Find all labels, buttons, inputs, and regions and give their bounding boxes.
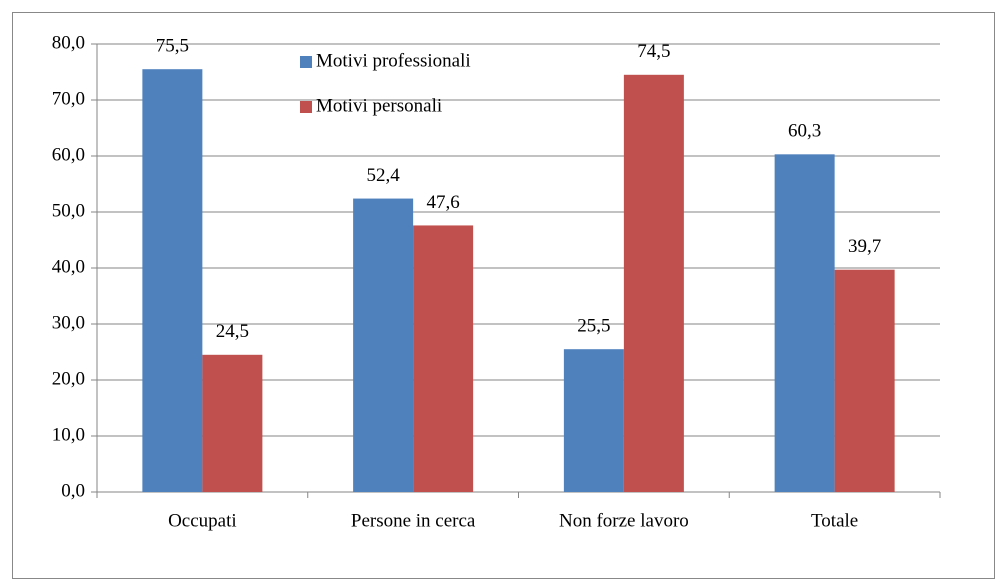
bar bbox=[834, 269, 895, 492]
bar bbox=[623, 74, 684, 493]
bar bbox=[563, 349, 624, 492]
y-tick-label: 70,0 bbox=[52, 88, 85, 109]
x-tick-label: Persone in cerca bbox=[351, 510, 476, 531]
y-tick-label: 10,0 bbox=[52, 424, 85, 445]
bar bbox=[774, 154, 835, 492]
x-tick-label: Occupati bbox=[168, 510, 237, 531]
legend-swatch bbox=[300, 101, 312, 113]
y-tick-label: 50,0 bbox=[52, 200, 85, 221]
legend-swatch bbox=[300, 56, 312, 68]
value-label: 47,6 bbox=[427, 192, 460, 213]
bar bbox=[353, 198, 414, 492]
y-tick-label: 30,0 bbox=[52, 312, 85, 333]
chart-frame bbox=[12, 12, 995, 579]
bar bbox=[142, 69, 203, 492]
x-tick-label: Totale bbox=[811, 510, 858, 531]
bar bbox=[413, 225, 474, 492]
value-label: 39,7 bbox=[848, 236, 881, 257]
legend-label: Motivi professionali bbox=[316, 50, 471, 71]
y-tick-label: 80,0 bbox=[52, 32, 85, 53]
bar bbox=[202, 354, 263, 492]
value-label: 74,5 bbox=[637, 41, 670, 62]
value-label: 60,3 bbox=[788, 121, 821, 142]
y-tick-label: 60,0 bbox=[52, 144, 85, 165]
y-tick-label: 40,0 bbox=[52, 256, 85, 277]
y-tick-label: 0,0 bbox=[61, 480, 85, 501]
legend-label: Motivi personali bbox=[316, 95, 442, 116]
x-tick-label: Non forze lavoro bbox=[559, 510, 689, 531]
value-label: 75,5 bbox=[156, 36, 189, 57]
value-label: 24,5 bbox=[216, 321, 249, 342]
value-label: 52,4 bbox=[367, 165, 401, 186]
value-label: 25,5 bbox=[577, 316, 610, 337]
y-tick-label: 20,0 bbox=[52, 368, 85, 389]
